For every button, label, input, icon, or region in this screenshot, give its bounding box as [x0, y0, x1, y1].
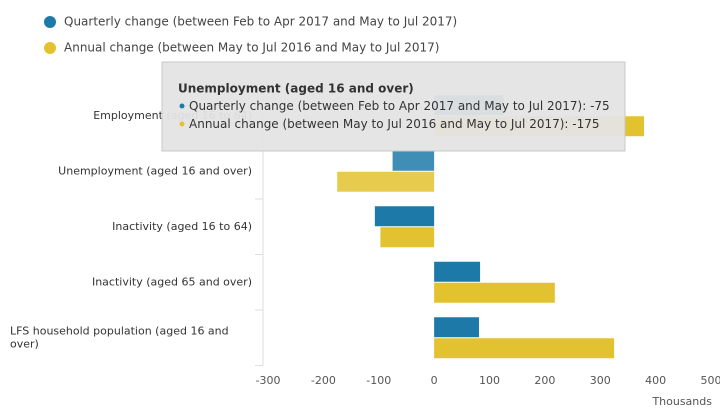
legend-label: Quarterly change (between Feb to Apr 201…	[64, 15, 457, 29]
tooltip-sep: :	[582, 99, 590, 113]
x-tick-label: 300	[590, 374, 611, 387]
x-tick-label: -100	[366, 374, 391, 387]
x-tick-label: 500	[701, 374, 720, 387]
x-tick-label: 400	[645, 374, 666, 387]
legend-marker	[44, 16, 56, 28]
bar	[434, 338, 615, 359]
bar	[374, 206, 435, 227]
bar	[434, 261, 481, 282]
x-tick-label: -200	[311, 374, 336, 387]
tooltip-value: -75	[590, 99, 610, 113]
bar	[380, 227, 435, 248]
legend-label: Annual change (between May to Jul 2016 a…	[64, 41, 439, 55]
tooltip: Unemployment (aged 16 and over) Quarterl…	[161, 61, 626, 152]
tooltip-value: -175	[572, 117, 599, 131]
x-tick-label: 100	[479, 374, 500, 387]
x-axis-title: Thousands	[651, 395, 712, 408]
tooltip-sep: :	[564, 117, 572, 131]
legend-marker	[44, 42, 56, 54]
bar	[392, 150, 435, 171]
tooltip-dot	[179, 121, 185, 127]
y-tick-label: Inactivity (aged 16 to 64)	[112, 220, 252, 233]
label-line: over)	[10, 337, 39, 350]
tooltip-dot	[179, 103, 185, 109]
x-tick-label: 200	[534, 374, 555, 387]
tooltip-box	[161, 61, 626, 152]
bar	[434, 282, 555, 303]
bar	[434, 317, 479, 338]
tooltip-line: Quarterly change (between Feb to Apr 201…	[189, 99, 610, 113]
tooltip-series: Quarterly change (between Feb to Apr 201…	[189, 99, 582, 113]
y-tick-label: LFS household population (aged 16 and ove…	[10, 324, 229, 350]
y-tick-label: Inactivity (aged 65 and over)	[92, 275, 252, 288]
label-line: LFS household population (aged 16 and	[10, 324, 229, 337]
tooltip-series: Annual change (between May to Jul 2016 a…	[189, 117, 564, 131]
x-tick-label: 0	[431, 374, 438, 387]
tooltip-line: Annual change (between May to Jul 2016 a…	[189, 117, 600, 131]
tooltip-title: Unemployment (aged 16 and over)	[178, 82, 414, 96]
x-tick-label: -300	[256, 374, 281, 387]
y-tick-label: Unemployment (aged 16 and over)	[58, 164, 252, 177]
bar	[337, 171, 435, 192]
